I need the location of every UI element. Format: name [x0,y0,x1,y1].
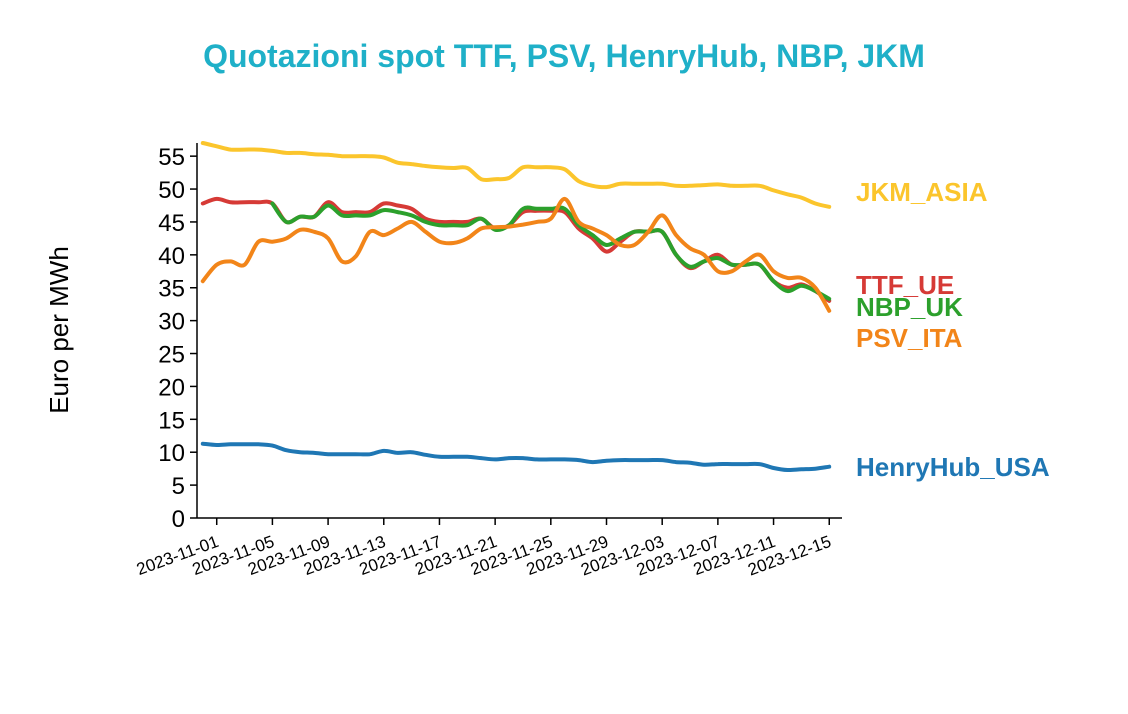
y-tick-label: 40 [158,243,185,270]
series-label-psv-ita: PSV_ITA [856,323,963,353]
y-tick-label: 50 [158,177,185,204]
y-axis-title: Euro per MWh [44,246,74,414]
chart-title: Quotazioni spot TTF, PSV, HenryHub, NBP,… [203,38,925,74]
series-label-nbp-uk: NBP_UK [856,292,963,322]
series-line-jkm-asia [200,141,832,209]
series-label-ttf-ue: TTF_UE [856,270,954,300]
series-lines [200,141,832,473]
y-tick-label: 25 [158,342,185,369]
y-axis: 0 5 10 15 20 25 30 35 40 45 50 55 [158,143,198,533]
y-tick-label: 10 [158,440,185,467]
y-tick-label: 20 [158,374,185,401]
series-line-henryhub-usa [200,441,832,473]
y-tick-label: 0 [172,506,185,533]
series-line-psv-ita [200,196,832,313]
series-label-henryhub-usa: HenryHub_USA [856,452,1050,482]
y-tick-label: 35 [158,276,185,303]
y-tick-label: 55 [158,144,185,171]
y-tick-label: 15 [158,407,185,434]
series-line-nbp-uk [270,201,832,301]
y-tick-label: 30 [158,309,185,336]
y-tick-label: 5 [172,473,185,500]
x-axis: 2023-11-012023-11-052023-11-092023-11-13… [134,517,842,580]
series-label-jkm-asia: JKM_ASIA [856,177,988,207]
y-tick-label: 45 [158,210,185,237]
